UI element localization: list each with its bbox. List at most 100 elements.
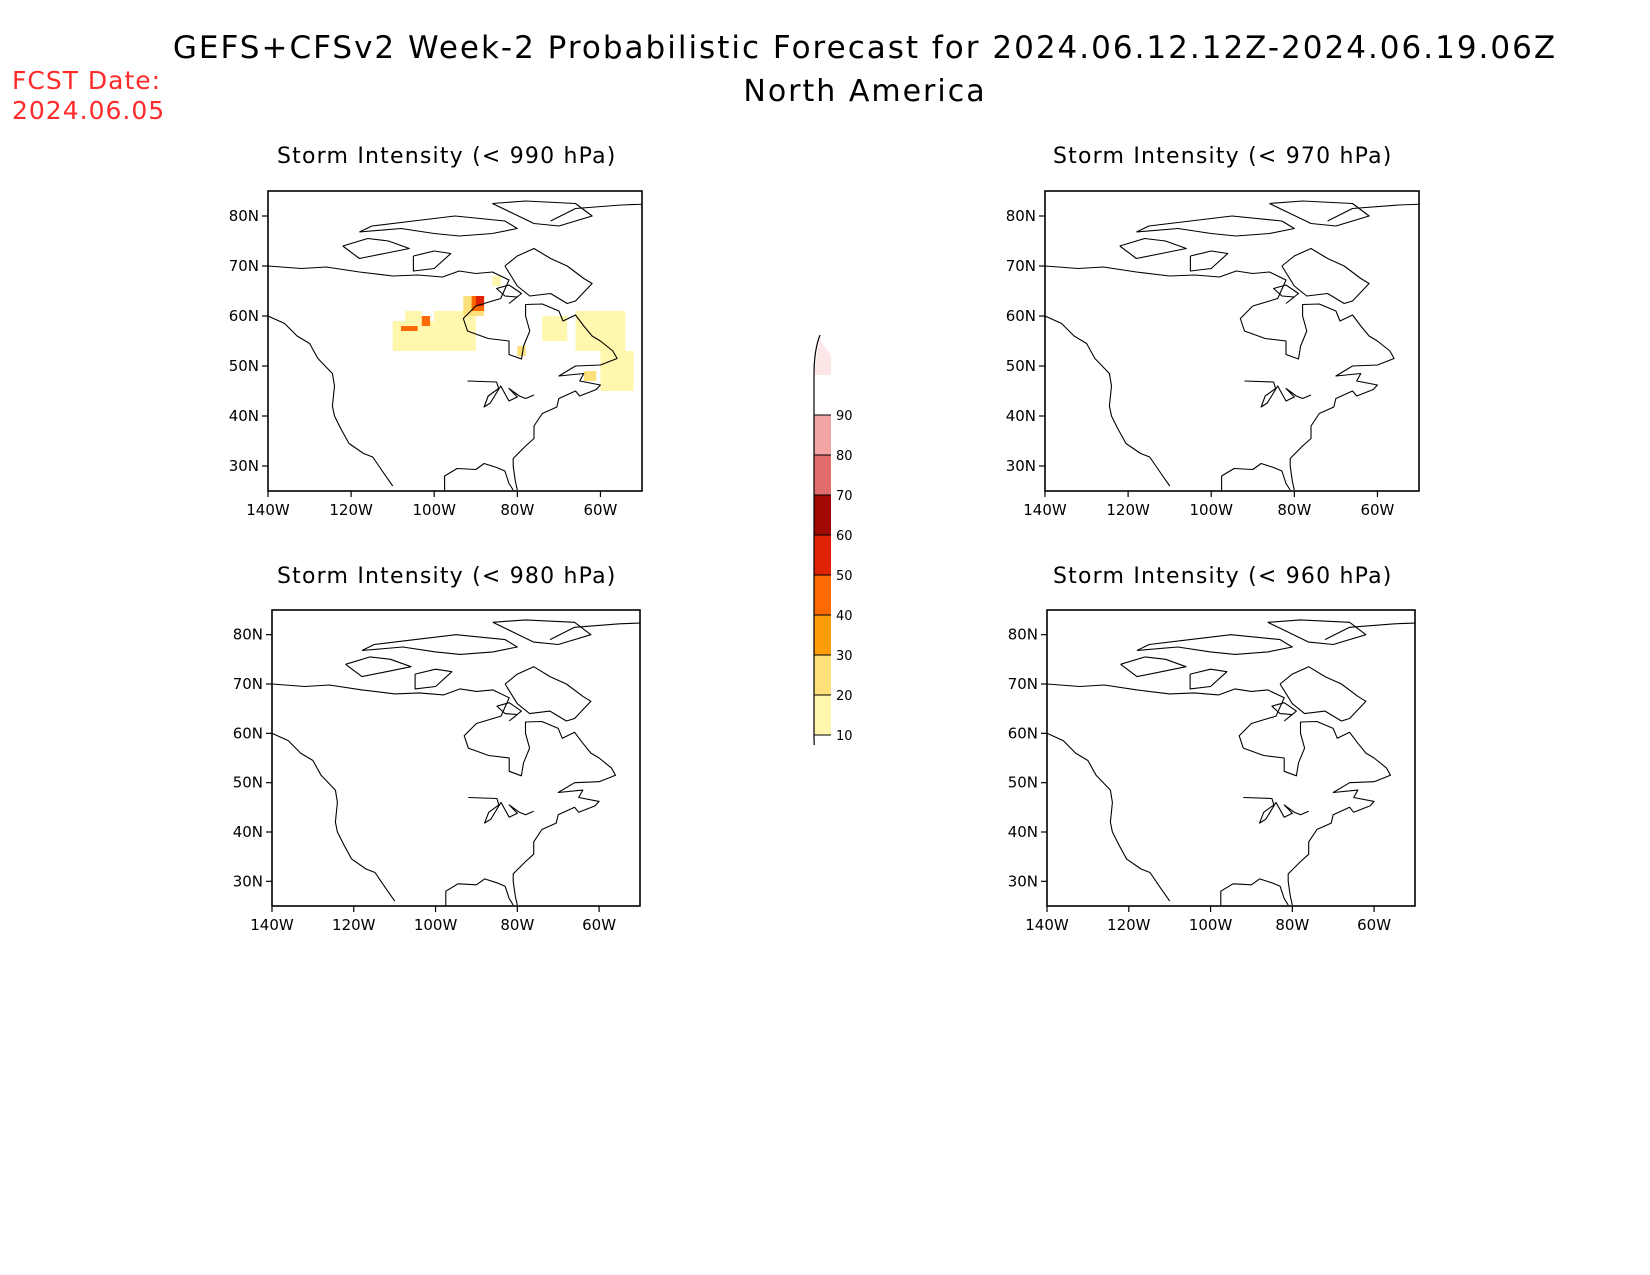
coastline (361, 634, 518, 655)
probability-cell (475, 296, 485, 306)
coastline (414, 668, 453, 690)
coastline (1047, 683, 1392, 906)
coastline (1136, 215, 1295, 237)
lat-tick-label: 50N (229, 357, 259, 375)
coastline (1119, 237, 1187, 260)
colorbar-swatch (814, 455, 831, 495)
coastline (467, 380, 535, 408)
colorbar-tick-label: 80 (836, 449, 853, 464)
colorbar-tick-label: 50 (836, 569, 853, 584)
map-frame (1046, 609, 1416, 907)
lon-tick-label: 140W (1023, 501, 1067, 519)
map-frame (1044, 190, 1420, 492)
probability-cell (517, 346, 526, 356)
lon-tick-label: 120W (329, 501, 373, 519)
colorbar-tick-label: 70 (836, 489, 853, 504)
colorbar-outline-bottom (813, 734, 815, 745)
colorbar-tick-label: 20 (836, 689, 853, 704)
coastline (1045, 315, 1171, 487)
coastline (268, 265, 618, 491)
colorbar-tick-label: 90 (836, 409, 853, 424)
lat-tick-label: 60N (233, 724, 263, 742)
lon-tick-label: 140W (246, 501, 290, 519)
map-panel-970: 140W 120W 100W 80W 60W 80N 70N 60N 50N 40N 30N (1006, 190, 1420, 519)
coastline (359, 215, 518, 237)
lon-tick-label: 120W (1106, 501, 1150, 519)
lon-tick-label: 60W (1360, 501, 1394, 519)
coastline (492, 619, 592, 646)
lat-tick-label: 40N (1006, 407, 1036, 425)
lon-tick-label: 120W (332, 916, 376, 934)
probability-cell (575, 311, 626, 351)
probability-cell (400, 326, 418, 331)
colorbar-swatch (814, 615, 831, 655)
lat-tick-label: 40N (233, 823, 263, 841)
probability-cell (600, 351, 634, 391)
page-subtitle: North America (743, 74, 987, 109)
coastline (1221, 462, 1291, 491)
coastline (1120, 656, 1187, 678)
map-panel-960: 140W 120W 100W 80W 60W 80N 70N 60N 50N 40N 30N (1008, 609, 1416, 934)
colorbar-swatch (814, 655, 831, 695)
coastline (1327, 203, 1419, 222)
lat-tick-label: 60N (229, 307, 259, 325)
lat-tick-label: 50N (1006, 357, 1036, 375)
lat-tick-label: 80N (229, 207, 259, 225)
panel-title-970: Storm Intensity (< 970 hPa) (1053, 144, 1393, 169)
coastline (496, 284, 523, 304)
colorbar-outline-top (813, 335, 821, 376)
colorbar-tick-label: 30 (836, 649, 853, 664)
panel-title-980: Storm Intensity (< 980 hPa) (277, 564, 617, 589)
lat-tick-label: 30N (1008, 872, 1038, 890)
coastline (1136, 634, 1293, 655)
coastline (444, 462, 514, 491)
probability-cell (492, 276, 501, 286)
lon-tick-label: 140W (250, 916, 294, 934)
lat-tick-label: 40N (1008, 823, 1038, 841)
coastline (1267, 619, 1367, 646)
colorbar-tick-label: 60 (836, 529, 853, 544)
lon-tick-label: 60W (583, 501, 617, 519)
lat-tick-label: 30N (229, 457, 259, 475)
lat-tick-label: 60N (1008, 724, 1038, 742)
map-panel-990: 140W 120W 100W 80W 60W 80N 70N 60N 50N 40N 30N (229, 190, 643, 519)
forecast-date-label: FCST Date: (12, 66, 162, 95)
lat-tick-label: 30N (233, 872, 263, 890)
lon-tick-label: 100W (1189, 501, 1233, 519)
lat-tick-label: 50N (233, 774, 263, 792)
probability-cell (542, 316, 568, 341)
coastline (412, 250, 452, 272)
coastline (1281, 247, 1370, 305)
coastline (496, 702, 522, 722)
coastline (345, 656, 412, 678)
coastline (1273, 284, 1300, 304)
coastline (504, 247, 593, 305)
coastline (1271, 702, 1297, 722)
panel-title-990: Storm Intensity (< 990 hPa) (277, 144, 617, 169)
probability-cell (405, 311, 422, 321)
lon-tick-label: 80W (1277, 501, 1311, 519)
lat-tick-label: 70N (229, 257, 259, 275)
coastline (445, 878, 514, 906)
probability-cell (434, 311, 476, 351)
colorbar-swatch (814, 695, 831, 735)
coastline (342, 237, 410, 260)
lat-tick-label: 80N (233, 626, 263, 644)
coastline (1279, 666, 1367, 722)
coastline (1324, 622, 1415, 641)
lon-tick-label: 100W (412, 501, 456, 519)
colorbar-top-extension (814, 335, 831, 375)
colorbar-swatch (814, 535, 831, 575)
page-title: GEFS+CFSv2 Week-2 Probabilistic Forecast… (172, 30, 1558, 66)
lat-tick-label: 70N (233, 675, 263, 693)
coastline (272, 732, 396, 902)
lon-tick-label: 80W (1275, 916, 1309, 934)
lat-tick-label: 80N (1006, 207, 1036, 225)
coastline (1189, 668, 1228, 690)
coastline (549, 622, 640, 641)
lon-tick-label: 140W (1025, 916, 1069, 934)
panel-title-960: Storm Intensity (< 960 hPa) (1053, 564, 1393, 589)
map-frame (267, 190, 643, 492)
lat-tick-label: 70N (1006, 257, 1036, 275)
lat-tick-label: 80N (1008, 626, 1038, 644)
